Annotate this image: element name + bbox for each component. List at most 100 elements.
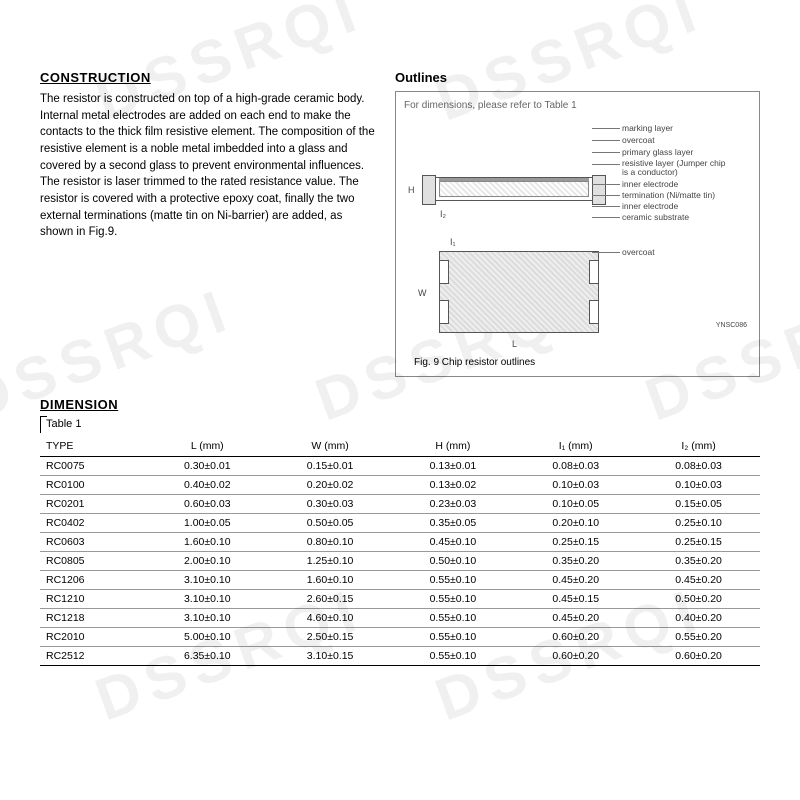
- label-overcoat: overcoat: [622, 135, 655, 145]
- col-type: TYPE: [40, 436, 146, 457]
- cell-type: RC1210: [40, 590, 146, 609]
- cell-l: 6.35±0.10: [146, 647, 269, 666]
- cell-i2: 0.25±0.10: [637, 514, 760, 533]
- cell-type: RC1218: [40, 609, 146, 628]
- cell-i1: 0.10±0.05: [514, 495, 637, 514]
- cell-h: 0.55±0.10: [392, 647, 515, 666]
- col-l: L (mm): [146, 436, 269, 457]
- cell-w: 0.50±0.05: [269, 514, 392, 533]
- col-i2: I₂ (mm): [637, 436, 760, 457]
- cell-i2: 0.45±0.20: [637, 571, 760, 590]
- cell-l: 0.40±0.02: [146, 476, 269, 495]
- cell-type: RC1206: [40, 571, 146, 590]
- table-row: RC04021.00±0.050.50±0.050.35±0.050.20±0.…: [40, 514, 760, 533]
- cell-type: RC0402: [40, 514, 146, 533]
- table-row: RC01000.40±0.020.20±0.020.13±0.020.10±0.…: [40, 476, 760, 495]
- cell-l: 1.60±0.10: [146, 533, 269, 552]
- table-row: RC20105.00±0.102.50±0.150.55±0.100.60±0.…: [40, 628, 760, 647]
- cell-l: 5.00±0.10: [146, 628, 269, 647]
- top-section: CONSTRUCTION The resistor is constructed…: [40, 70, 760, 377]
- cell-i1: 0.20±0.10: [514, 514, 637, 533]
- cell-w: 4.60±0.10: [269, 609, 392, 628]
- label-primary-glass: primary glass layer: [622, 147, 693, 157]
- outlines-block: Outlines For dimensions, please refer to…: [395, 70, 760, 377]
- col-w: W (mm): [269, 436, 392, 457]
- cell-i2: 0.55±0.20: [637, 628, 760, 647]
- label-termination: termination (Ni/matte tin): [622, 190, 715, 200]
- cell-l: 1.00±0.05: [146, 514, 269, 533]
- cell-l: 0.30±0.01: [146, 457, 269, 476]
- outlines-title: Outlines: [395, 70, 760, 85]
- construction-block: CONSTRUCTION The resistor is constructed…: [40, 70, 375, 377]
- cell-i2: 0.35±0.20: [637, 552, 760, 571]
- cell-h: 0.55±0.10: [392, 590, 515, 609]
- cell-type: RC0603: [40, 533, 146, 552]
- cell-type: RC0805: [40, 552, 146, 571]
- cell-i1: 0.45±0.15: [514, 590, 637, 609]
- label-overcoat2: overcoat: [622, 247, 655, 257]
- cell-i1: 0.60±0.20: [514, 647, 637, 666]
- label-substrate: ceramic substrate: [622, 212, 689, 222]
- construction-title: CONSTRUCTION: [40, 70, 375, 85]
- cell-i1: 0.45±0.20: [514, 571, 637, 590]
- cell-h: 0.55±0.10: [392, 628, 515, 647]
- table-label: Table 1: [46, 418, 760, 430]
- dim-i1: I₁: [450, 237, 456, 247]
- cell-i1: 0.60±0.20: [514, 628, 637, 647]
- figure-caption: Fig. 9 Chip resistor outlines: [414, 357, 751, 368]
- cell-w: 1.25±0.10: [269, 552, 392, 571]
- cell-w: 1.60±0.10: [269, 571, 392, 590]
- col-h: H (mm): [392, 436, 515, 457]
- corner-code: YNSC086: [716, 322, 747, 329]
- label-marking: marking layer: [622, 123, 673, 133]
- table-row: RC02010.60±0.030.30±0.030.23±0.030.10±0.…: [40, 495, 760, 514]
- cell-l: 3.10±0.10: [146, 571, 269, 590]
- table-row: RC12183.10±0.104.60±0.100.55±0.100.45±0.…: [40, 609, 760, 628]
- cell-h: 0.50±0.10: [392, 552, 515, 571]
- cell-l: 0.60±0.03: [146, 495, 269, 514]
- label-inner-electrode2: inner electrode: [622, 201, 678, 211]
- dim-l: L: [512, 339, 517, 349]
- cell-type: RC2512: [40, 647, 146, 666]
- cell-w: 0.20±0.02: [269, 476, 392, 495]
- outline-box: For dimensions, please refer to Table 1 …: [395, 91, 760, 377]
- cell-h: 0.13±0.02: [392, 476, 515, 495]
- dim-i2: I₂: [440, 209, 446, 219]
- cell-type: RC0201: [40, 495, 146, 514]
- cell-i2: 0.25±0.15: [637, 533, 760, 552]
- construction-body: The resistor is constructed on top of a …: [40, 91, 375, 241]
- cell-i1: 0.35±0.20: [514, 552, 637, 571]
- cell-i2: 0.50±0.20: [637, 590, 760, 609]
- outline-caption: For dimensions, please refer to Table 1: [404, 100, 751, 111]
- cell-type: RC0100: [40, 476, 146, 495]
- cell-l: 3.10±0.10: [146, 609, 269, 628]
- cell-type: RC0075: [40, 457, 146, 476]
- cell-w: 2.50±0.15: [269, 628, 392, 647]
- cell-w: 0.80±0.10: [269, 533, 392, 552]
- cell-i1: 0.08±0.03: [514, 457, 637, 476]
- cell-type: RC2010: [40, 628, 146, 647]
- cell-h: 0.45±0.10: [392, 533, 515, 552]
- table-row: RC00750.30±0.010.15±0.010.13±0.010.08±0.…: [40, 457, 760, 476]
- table-row: RC12063.10±0.101.60±0.100.55±0.100.45±0.…: [40, 571, 760, 590]
- cell-i2: 0.40±0.20: [637, 609, 760, 628]
- cross-section-diagram: H I₂ marking layer overcoat primary glas…: [404, 117, 751, 227]
- cell-h: 0.23±0.03: [392, 495, 515, 514]
- cell-l: 3.10±0.10: [146, 590, 269, 609]
- cell-w: 0.30±0.03: [269, 495, 392, 514]
- cell-h: 0.55±0.10: [392, 609, 515, 628]
- dim-h: H: [408, 185, 415, 195]
- cell-w: 0.15±0.01: [269, 457, 392, 476]
- table-row: RC06031.60±0.100.80±0.100.45±0.10 0.25±0.…: [40, 533, 760, 552]
- table-row: RC25126.35±0.103.10±0.150.55±0.100.60±0.…: [40, 647, 760, 666]
- dimension-table: TYPE L (mm) W (mm) H (mm) I₁ (mm) I₂ (mm…: [40, 436, 760, 666]
- cell-i2: 0.60±0.20: [637, 647, 760, 666]
- cell-l: 2.00±0.10: [146, 552, 269, 571]
- table-row: RC12103.10±0.102.60±0.150.55±0.100.45±0.…: [40, 590, 760, 609]
- dimension-section: DIMENSION Table 1 TYPE L (mm) W (mm) H (…: [40, 397, 760, 666]
- table-header-row: TYPE L (mm) W (mm) H (mm) I₁ (mm) I₂ (mm…: [40, 436, 760, 457]
- cell-i2: 0.08±0.03: [637, 457, 760, 476]
- cell-h: 0.55±0.10: [392, 571, 515, 590]
- cell-i1: 0.10±0.03: [514, 476, 637, 495]
- cell-w: 2.60±0.15: [269, 590, 392, 609]
